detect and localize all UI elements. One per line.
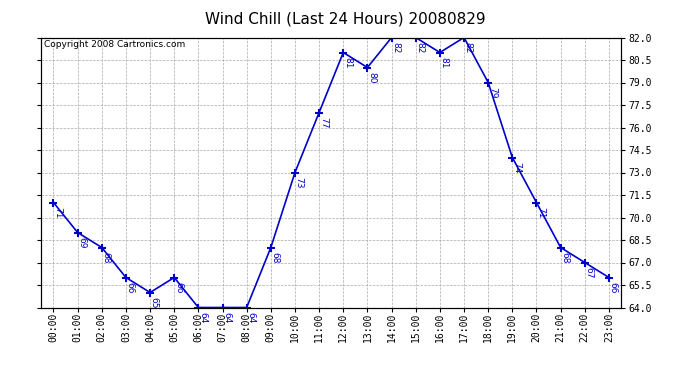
Text: 71: 71: [53, 207, 62, 218]
Text: 82: 82: [415, 42, 424, 53]
Text: 64: 64: [222, 312, 231, 323]
Text: 82: 82: [391, 42, 400, 53]
Text: 65: 65: [150, 297, 159, 308]
Text: 68: 68: [270, 252, 279, 263]
Text: 73: 73: [295, 177, 304, 188]
Text: 66: 66: [609, 282, 618, 293]
Text: 81: 81: [440, 57, 449, 68]
Text: 66: 66: [126, 282, 135, 293]
Text: 64: 64: [246, 312, 255, 323]
Text: Wind Chill (Last 24 Hours) 20080829: Wind Chill (Last 24 Hours) 20080829: [205, 11, 485, 26]
Text: 66: 66: [174, 282, 183, 293]
Text: 74: 74: [512, 162, 521, 173]
Text: 67: 67: [584, 267, 593, 278]
Text: 77: 77: [319, 117, 328, 128]
Text: 71: 71: [536, 207, 545, 218]
Text: 69: 69: [77, 237, 86, 248]
Text: 82: 82: [464, 42, 473, 53]
Text: 68: 68: [560, 252, 569, 263]
Text: 64: 64: [198, 312, 207, 323]
Text: 79: 79: [488, 87, 497, 98]
Text: Copyright 2008 Cartronics.com: Copyright 2008 Cartronics.com: [44, 40, 186, 49]
Text: 68: 68: [101, 252, 110, 263]
Text: 81: 81: [343, 57, 352, 68]
Text: 80: 80: [367, 72, 376, 83]
